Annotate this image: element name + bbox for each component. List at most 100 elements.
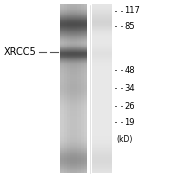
Bar [60, 85, 64, 86]
Bar [60, 50, 64, 51]
Bar [64, 75, 67, 76]
Bar [70, 27, 74, 28]
Bar [81, 155, 84, 156]
Bar [77, 57, 81, 58]
Bar [70, 57, 74, 58]
Bar [60, 63, 64, 64]
Bar [60, 11, 64, 12]
Bar [67, 39, 70, 40]
Bar [77, 36, 81, 37]
Bar [74, 66, 77, 67]
Bar [67, 37, 70, 38]
Bar [77, 55, 81, 56]
Bar [67, 119, 70, 120]
Bar [64, 139, 67, 140]
Bar [84, 57, 87, 58]
Bar [74, 24, 77, 25]
Bar [64, 143, 67, 144]
Bar [81, 5, 84, 6]
Bar [92, 126, 112, 127]
Bar [60, 97, 64, 98]
Bar [74, 159, 77, 160]
Bar [84, 112, 87, 113]
Bar [70, 102, 74, 103]
Bar [60, 27, 64, 28]
Bar [70, 73, 74, 74]
Bar [64, 120, 67, 121]
Bar [60, 72, 64, 73]
Bar [92, 78, 112, 79]
Bar [92, 128, 112, 129]
Bar [74, 51, 77, 52]
Bar [64, 25, 67, 26]
Bar [77, 108, 81, 109]
Bar [64, 127, 67, 128]
Bar [64, 126, 67, 127]
Bar [60, 37, 64, 38]
Bar [84, 45, 87, 46]
Bar [60, 134, 64, 135]
Bar [84, 20, 87, 21]
Bar [77, 4, 81, 5]
Bar [77, 9, 81, 10]
Bar [67, 49, 70, 50]
Bar [92, 67, 112, 68]
Bar [84, 165, 87, 166]
Bar [77, 95, 81, 96]
Bar [74, 155, 77, 156]
Bar [84, 79, 87, 80]
Bar [84, 99, 87, 100]
Bar [70, 105, 74, 106]
Bar [92, 164, 112, 165]
Bar [84, 38, 87, 39]
Bar [84, 169, 87, 170]
Bar [64, 122, 67, 123]
Bar [77, 130, 81, 131]
Bar [81, 112, 84, 113]
Bar [84, 71, 87, 72]
Bar [70, 126, 74, 127]
Bar [60, 67, 64, 68]
Bar [67, 71, 70, 72]
Bar [84, 114, 87, 115]
Bar [77, 21, 81, 22]
Bar [64, 94, 67, 95]
Bar [64, 130, 67, 131]
Bar [74, 112, 77, 113]
Bar [60, 55, 64, 56]
Bar [60, 125, 64, 126]
Bar [74, 68, 77, 69]
Bar [74, 149, 77, 150]
Bar [92, 55, 112, 56]
Bar [92, 127, 112, 128]
Bar [67, 161, 70, 162]
Bar [67, 90, 70, 91]
Bar [67, 122, 70, 123]
Bar [92, 151, 112, 152]
Bar [60, 151, 64, 152]
Bar [64, 164, 67, 165]
Bar [64, 113, 67, 114]
Bar [92, 37, 112, 38]
Bar [67, 67, 70, 68]
Bar [60, 13, 64, 14]
Bar [60, 141, 64, 142]
Bar [67, 19, 70, 20]
Bar [81, 74, 84, 75]
Bar [84, 168, 87, 169]
Bar [84, 152, 87, 153]
Bar [64, 29, 67, 30]
Bar [64, 50, 67, 51]
Bar [81, 35, 84, 36]
Bar [77, 27, 81, 28]
Bar [74, 6, 77, 7]
Bar [64, 137, 67, 138]
Bar [64, 97, 67, 98]
Bar [84, 40, 87, 41]
Bar [74, 153, 77, 154]
Bar [81, 38, 84, 39]
Bar [70, 56, 74, 57]
Bar [70, 120, 74, 121]
Bar [67, 66, 70, 67]
Bar [77, 22, 81, 23]
